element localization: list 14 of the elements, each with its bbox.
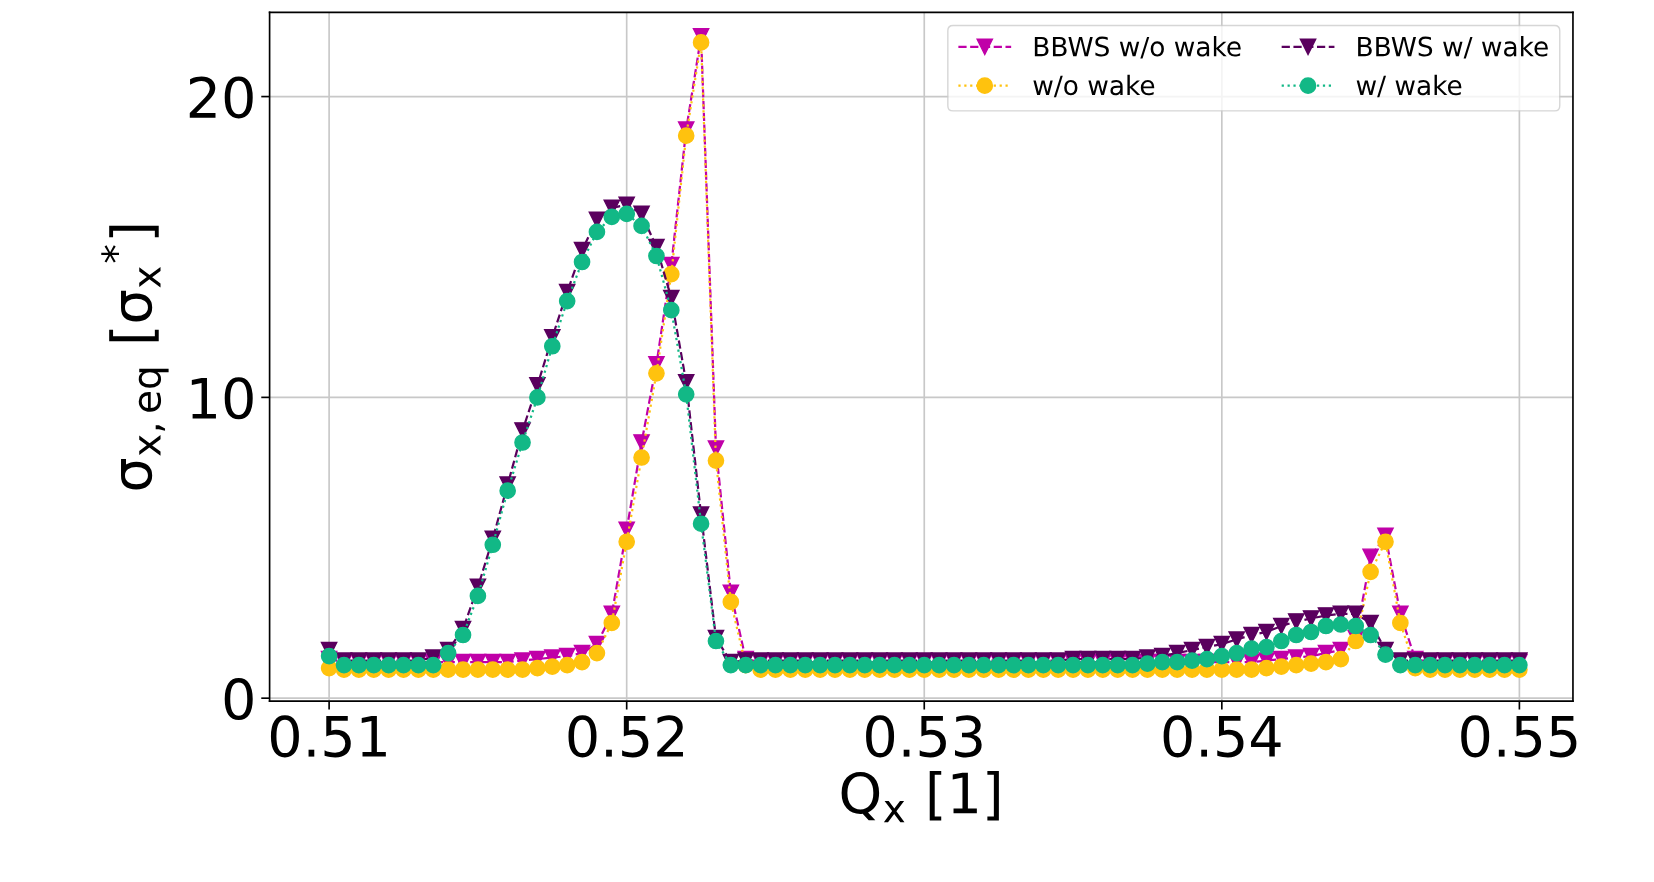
legend-label: BBWS w/ wake <box>1358 36 1548 59</box>
x-axis-title: Q$_{x}$ [1] <box>841 770 999 823</box>
x-tick-label: 0.52 <box>568 715 683 758</box>
x-tick-label: 0.54 <box>1163 715 1281 758</box>
y-tick-label: 20 <box>189 76 253 119</box>
y-tick-label: 10 <box>191 377 253 420</box>
legend-label: w/o wake <box>1033 74 1155 98</box>
x-tick-label: 0.51 <box>270 715 386 758</box>
y-axis-title: σ$_{x,eq}$ [σ$_{x}$$^{*}$] <box>101 225 169 490</box>
y-tick-label: 0 <box>224 678 253 721</box>
legend-label: BBWS w/o wake <box>1034 36 1241 59</box>
x-tick-label: 0.53 <box>866 715 982 758</box>
legend-label: w/ wake <box>1356 74 1462 98</box>
x-tick-label: 0.55 <box>1461 715 1577 758</box>
